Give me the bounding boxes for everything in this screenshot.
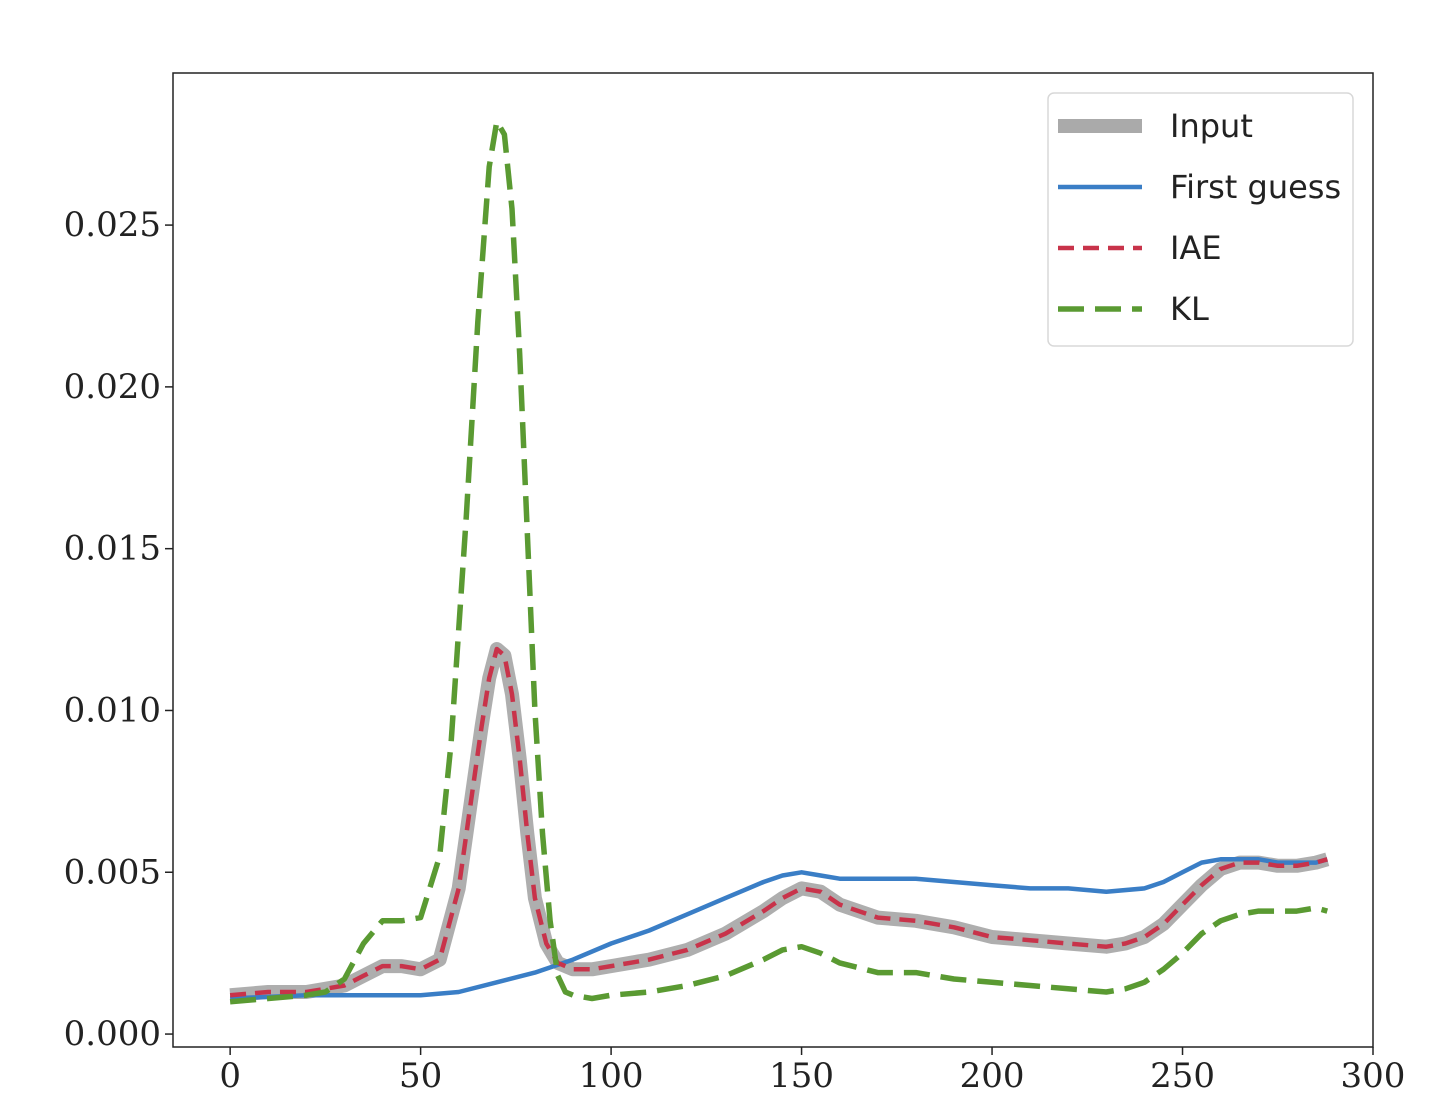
y-tick-label: 0.020 [64, 367, 161, 407]
x-tick-label: 200 [960, 1056, 1025, 1096]
y-tick-label: 0.015 [64, 529, 161, 569]
legend-box [1047, 92, 1354, 347]
y-tick-label: 0.010 [64, 690, 161, 730]
y-tick-label: 0.005 [64, 852, 161, 892]
series-line-kl [229, 118, 1329, 1005]
axes-frame [172, 72, 1374, 1048]
legend-label: First guess [1170, 168, 1341, 206]
x-tick-label: 0 [219, 1056, 241, 1096]
series-layer [229, 118, 1330, 1005]
legend: Input First guess IAE KL [1047, 92, 1354, 347]
y-tick-label: 0.000 [64, 1014, 161, 1054]
x-tick-label: 150 [769, 1056, 834, 1096]
x-tick-label: 100 [579, 1056, 644, 1096]
legend-label: IAE [1170, 229, 1222, 267]
legend-label: Input [1170, 107, 1253, 145]
legend-label: KL [1170, 290, 1209, 328]
x-axis-ticks: 0 50 100 150 200 250 300 [219, 1047, 1405, 1096]
y-tick-label: 0.025 [64, 205, 161, 245]
series-line-iae [229, 646, 1328, 998]
series-line-first-guess [230, 857, 1328, 1001]
y-axis-ticks: 0.000 0.005 0.010 0.015 0.020 0.025 [64, 205, 173, 1054]
x-tick-label: 50 [399, 1056, 442, 1096]
x-tick-label: 250 [1150, 1056, 1215, 1096]
x-tick-label: 300 [1341, 1056, 1406, 1096]
